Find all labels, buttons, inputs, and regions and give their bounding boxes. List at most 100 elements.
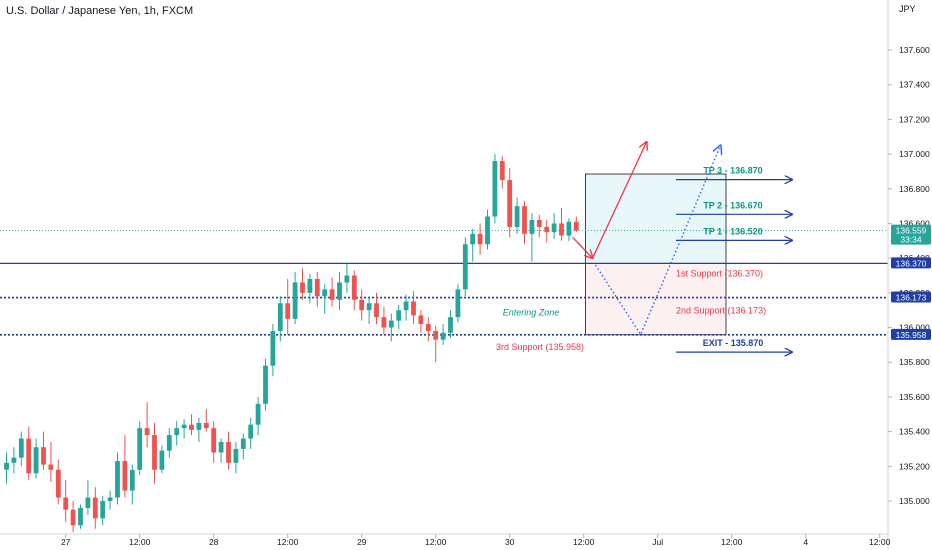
candle-body[interactable]	[129, 469, 135, 491]
candle-body[interactable]	[218, 442, 224, 453]
x-tick-label: 27	[61, 537, 71, 547]
candle-body[interactable]	[263, 365, 268, 404]
candle-body[interactable]	[18, 438, 24, 458]
candle-body[interactable]	[351, 275, 357, 300]
candle-body[interactable]	[529, 219, 535, 234]
candle-body[interactable]	[107, 497, 113, 501]
target-zone[interactable]	[585, 174, 726, 264]
candle-body[interactable]	[100, 501, 106, 519]
candle-body[interactable]	[70, 509, 76, 526]
price-tag-3[interactable]	[891, 291, 931, 303]
candle-body[interactable]	[374, 303, 379, 318]
candle-body[interactable]	[255, 403, 261, 425]
candle-body[interactable]	[55, 469, 61, 498]
time-axis[interactable]: 27 12:00 28 12:00 29 12:00 30 12:00 Jul 12:00 4 12:…	[0, 533, 891, 547]
y-tick-label: 137.000	[899, 149, 930, 159]
candle-body[interactable]	[166, 435, 172, 451]
entry-down-arrow[interactable]	[572, 236, 593, 258]
candle-body[interactable]	[418, 315, 424, 325]
candle-body[interactable]	[292, 282, 298, 319]
candle-body[interactable]	[92, 497, 98, 519]
candle-body[interactable]	[366, 303, 372, 311]
price-axis[interactable]: JPY 135.000 135.200 135.400 135.600 135.800 13…	[887, 0, 931, 550]
candle-body[interactable]	[522, 206, 527, 234]
candle-body[interactable]	[425, 324, 431, 332]
candle-body[interactable]	[85, 497, 91, 508]
candle-body[interactable]	[440, 332, 446, 340]
y-tick-label: 136.800	[899, 184, 930, 194]
candle-body[interactable]	[551, 223, 557, 233]
candle-body[interactable]	[433, 331, 439, 340]
candle-body[interactable]	[514, 206, 520, 227]
candle-body[interactable]	[359, 299, 365, 311]
bullish-projection-arrow[interactable]	[591, 142, 647, 259]
candle-body[interactable]	[477, 233, 483, 245]
candle-body[interactable]	[307, 278, 313, 293]
candle-body[interactable]	[240, 438, 246, 449]
candle-body[interactable]	[388, 320, 394, 328]
candle-body[interactable]	[152, 435, 157, 470]
candle-body[interactable]	[396, 310, 402, 321]
candle-body[interactable]	[329, 289, 335, 300]
candle-body[interactable]	[536, 219, 542, 227]
candle-body[interactable]	[196, 422, 202, 430]
candle-body[interactable]	[485, 216, 490, 245]
candle-body[interactable]	[507, 180, 513, 227]
candle-body[interactable]	[492, 161, 498, 217]
x-tick-label: Jul	[652, 537, 663, 547]
candle-body[interactable]	[181, 424, 187, 429]
candle-body[interactable]	[381, 317, 387, 328]
candle-body[interactable]	[211, 428, 217, 453]
candle-body[interactable]	[226, 442, 231, 463]
candle-body[interactable]	[403, 301, 409, 311]
candle-body[interactable]	[115, 461, 120, 498]
candle-body[interactable]	[11, 457, 17, 463]
candle-body[interactable]	[248, 424, 254, 439]
candle-body[interactable]	[48, 464, 54, 470]
candle-body[interactable]	[4, 462, 9, 470]
candle-body[interactable]	[285, 303, 291, 319]
x-tick-label: 12:00	[869, 537, 891, 547]
support-label-3: 3rd Support (135.958)	[496, 342, 584, 352]
y-tick-label: 135.600	[899, 392, 930, 402]
candle-body[interactable]	[26, 438, 32, 474]
candle-body[interactable]	[233, 448, 239, 463]
candle-body[interactable]	[41, 447, 46, 465]
candle-body[interactable]	[455, 289, 461, 318]
candle-body[interactable]	[411, 301, 416, 316]
candle-body[interactable]	[337, 282, 342, 300]
candle-body[interactable]	[300, 282, 305, 293]
candle-body[interactable]	[122, 461, 128, 491]
candle-body[interactable]	[462, 244, 468, 290]
annotations-layer[interactable]: TP 3 - 136.870 TP 2 - 136.670 TP 1 - 136.5…	[496, 142, 792, 352]
candle-body[interactable]	[566, 221, 572, 236]
candle-body[interactable]	[470, 233, 476, 245]
price-tag-2[interactable]	[891, 257, 931, 269]
x-tick-label: 29	[357, 537, 367, 547]
candle-body[interactable]	[174, 428, 180, 436]
candle-body[interactable]	[277, 303, 283, 332]
candle-body[interactable]	[314, 278, 320, 297]
candle-body[interactable]	[270, 331, 276, 366]
price-tag-1[interactable]	[891, 224, 931, 245]
candle-body[interactable]	[137, 428, 143, 470]
candle-body[interactable]	[63, 497, 69, 510]
candle-body[interactable]	[344, 275, 350, 283]
candle-body[interactable]	[544, 226, 550, 233]
candle-body[interactable]	[573, 221, 579, 231]
candle-body[interactable]	[499, 161, 505, 181]
candle-body[interactable]	[448, 317, 453, 333]
candle-body[interactable]	[144, 428, 150, 436]
interval-label[interactable]: 1h	[143, 5, 156, 17]
tp-label-3: TP 3 - 136.870	[703, 166, 762, 176]
candle-body[interactable]	[203, 422, 209, 429]
candle-body[interactable]	[322, 289, 328, 297]
candle-body[interactable]	[559, 223, 564, 236]
price-tag-4[interactable]	[891, 328, 931, 340]
candle-body[interactable]	[159, 450, 165, 470]
candle-body[interactable]	[78, 507, 83, 526]
candle-body[interactable]	[189, 424, 194, 430]
candles-layer[interactable]	[4, 154, 579, 533]
candle-body[interactable]	[33, 447, 39, 474]
